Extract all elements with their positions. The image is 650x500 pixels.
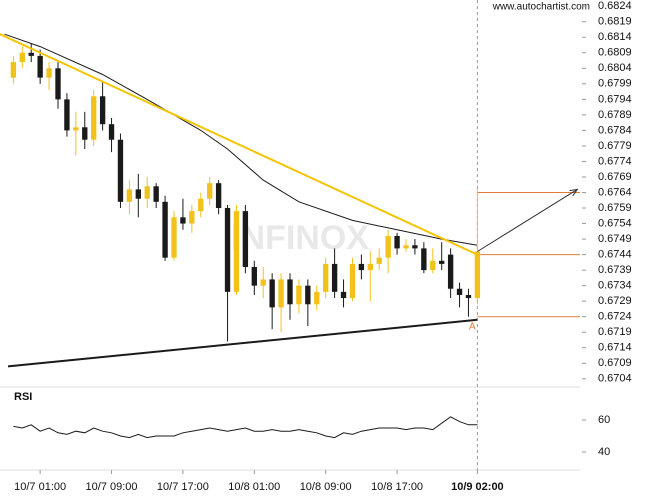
candle-body [64, 99, 70, 131]
candle-body [251, 267, 257, 286]
candle-body [385, 235, 391, 258]
pattern-label: A [469, 321, 476, 332]
y-tick-label: 0.6819 [598, 16, 632, 28]
candle-body [117, 139, 124, 202]
y-tick-label: 0.6809 [598, 47, 632, 59]
candle-body [242, 211, 249, 268]
candle-body [340, 291, 347, 299]
rsi-title: RSI [14, 391, 32, 403]
candle-body [162, 201, 168, 258]
candle-body [403, 245, 409, 249]
candle-body [46, 68, 52, 78]
y-tick-label: 0.6764 [598, 186, 632, 198]
y-tick-label: 0.6769 [598, 171, 632, 183]
candle-body [439, 260, 445, 264]
candle-body [421, 248, 427, 271]
y-tick-label: 0.6774 [598, 155, 632, 167]
candle-body [349, 263, 356, 299]
y-tick-label: 0.6784 [598, 124, 632, 136]
candle-body [37, 55, 43, 78]
candle-body [135, 189, 141, 199]
projection [477, 188, 578, 252]
y-tick-label: 0.6739 [598, 264, 632, 276]
y-tick-label: 0.6759 [598, 202, 632, 214]
candle-body [358, 263, 365, 271]
candle-body [278, 279, 284, 308]
moving-average [4, 33, 478, 246]
y-tick-label: 0.6729 [598, 295, 632, 307]
candle-body [394, 235, 400, 249]
candle-body [189, 211, 195, 224]
candle-body [367, 263, 373, 271]
candle-body [233, 211, 240, 292]
y-tick-label: 0.6754 [598, 217, 632, 229]
y-tick-label: 0.6749 [598, 233, 632, 245]
y-tick-label: 0.6799 [598, 78, 632, 90]
source: www.autochartist.com [492, 2, 590, 13]
candle-body [269, 279, 275, 308]
candle-body [28, 52, 34, 56]
candle-body [171, 217, 177, 258]
projection-arrowhead [569, 188, 579, 197]
y-tick-label: 0.6719 [598, 326, 632, 338]
candle-body [224, 208, 231, 292]
candle-body [331, 263, 338, 292]
trendline [7, 318, 478, 368]
candle-body [287, 279, 293, 305]
candle-body [376, 257, 382, 264]
y-tick-label: 0.6779 [598, 140, 632, 152]
y-tick-label: 0.6724 [598, 311, 632, 323]
candle-body [207, 183, 213, 199]
x-tick-label: 10/8 09:00 [300, 481, 352, 493]
y-tick-label: 0.6709 [598, 357, 632, 369]
y-tick-label: 0.6824 [598, 0, 632, 12]
candle-body [215, 183, 222, 209]
candle-body [323, 263, 329, 292]
candle-body [126, 189, 133, 202]
y-tick-label: 0.6789 [598, 109, 632, 121]
y-tick-label: 0.6814 [598, 31, 632, 43]
watermark: INFINOX [231, 219, 369, 257]
rsi-line [13, 416, 478, 439]
candle-body [144, 186, 150, 199]
candle-body [91, 96, 97, 140]
candle-body [314, 291, 320, 305]
candle-body [456, 288, 463, 295]
trendline [0, 33, 478, 256]
y-tick-label: 0.6704 [598, 373, 632, 385]
candle-body [180, 217, 186, 224]
candle-body [19, 52, 25, 63]
candle-body [55, 68, 61, 100]
candle-body [305, 285, 311, 305]
candle-body [99, 96, 106, 125]
candle-body [153, 186, 159, 202]
candle-body [82, 127, 88, 140]
rsi-y-tick-label: 60 [598, 414, 610, 426]
candle-body [412, 245, 418, 249]
candle-body [108, 124, 115, 140]
x-tick-label: 10/7 17:00 [157, 481, 209, 493]
candle-body [465, 294, 472, 299]
y-tick-label: 0.6804 [598, 62, 632, 74]
x-tick-label: 10/7 01:00 [14, 481, 66, 493]
rsi-y-tick-label: 40 [598, 446, 610, 458]
candle-body [447, 254, 454, 289]
x-tick-label: 10/7 09:00 [86, 481, 138, 493]
candle-body [474, 251, 481, 299]
y-tick-label: 0.6734 [598, 280, 632, 292]
candle-body [260, 279, 266, 286]
candle-body [73, 127, 79, 131]
candle-body [198, 198, 204, 212]
y-tick-label: 0.6744 [598, 249, 632, 261]
candle-body [430, 260, 436, 271]
y-tick-label: 0.6714 [598, 342, 632, 354]
x-tick-label: 10/8 17:00 [371, 481, 423, 493]
y-tick-label: 0.6794 [598, 93, 632, 105]
x-tick-label: 10/8 01:00 [228, 481, 280, 493]
x-tick-label: 10/9 02:00 [451, 481, 504, 493]
candle-body [296, 285, 302, 305]
candle-body [10, 62, 17, 78]
